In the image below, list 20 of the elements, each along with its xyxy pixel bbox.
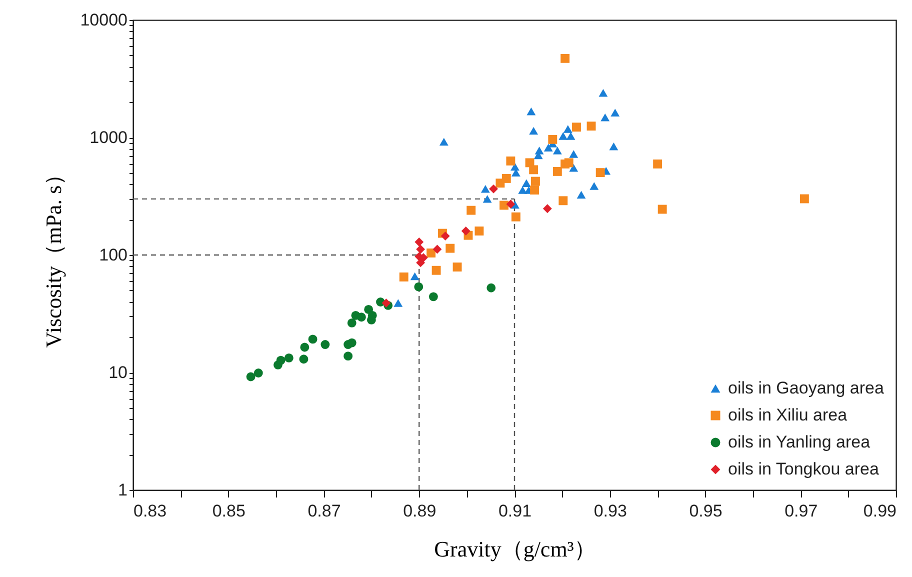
y-tick-label: 100	[99, 246, 128, 264]
y-tick-label: 10	[108, 363, 128, 382]
y-tick-label: 10000	[80, 10, 128, 30]
x-tick-label: 0.95	[689, 502, 722, 520]
y-axis-title: Viscosity（mPa. s）	[41, 163, 66, 348]
y-tick-label: 1	[118, 480, 128, 500]
x-tick-label: 0.87	[308, 502, 341, 520]
x-tick-label: 0.85	[212, 502, 246, 520]
legend-label: oils in Tongkou area	[728, 460, 880, 478]
legend-label: oils in Gaoyang area	[728, 378, 884, 398]
x-tick-label: 0.91	[498, 502, 532, 520]
x-tick-label: 0.99	[863, 502, 896, 520]
y-tick-label: 1000	[90, 128, 128, 147]
x-tick-label: 0.97	[784, 502, 818, 520]
x-tick-label: 0.83	[134, 502, 167, 520]
x-tick-label: 0.89	[403, 502, 436, 520]
legend-label: oils in Yanling area	[728, 432, 871, 452]
x-axis-title: Gravity（g/cm³）	[434, 536, 596, 562]
x-tick-label: 0.93	[594, 502, 627, 520]
legend-label: oils in Xiliu area	[728, 406, 848, 424]
